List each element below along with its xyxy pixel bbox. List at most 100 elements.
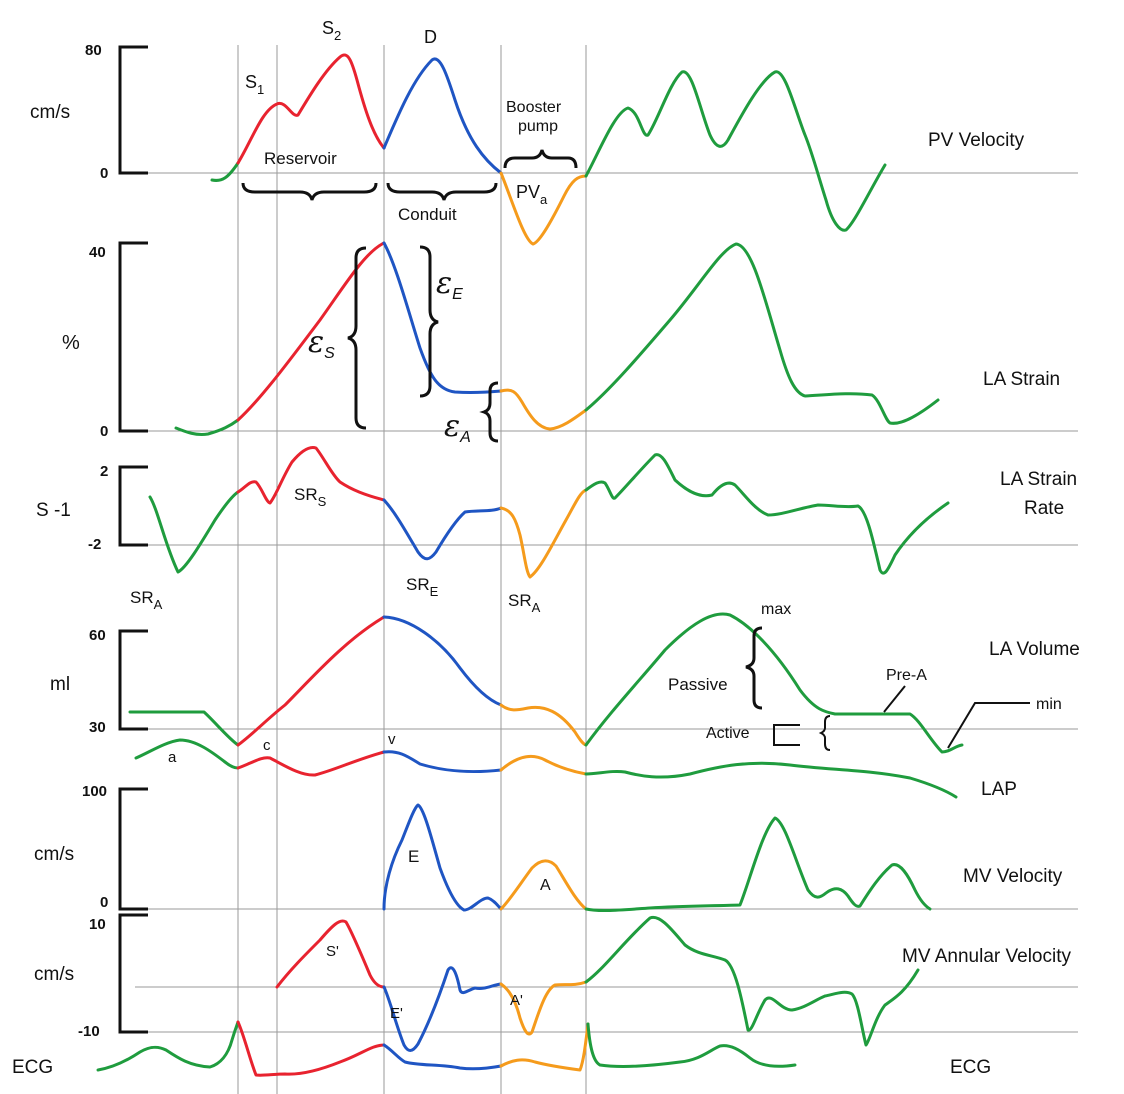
eps-e-brace <box>419 245 439 398</box>
strain-trace-reservoir <box>236 241 386 422</box>
mv-annular-title: MV Annular Velocity <box>902 946 1071 967</box>
booster-label-1: Booster <box>506 99 562 116</box>
booster-brace <box>503 149 578 169</box>
min-pointer <box>947 702 1030 749</box>
eps-a-label: εA <box>444 409 471 446</box>
pv-trace-conduit <box>382 57 503 175</box>
mv-tick-100: 100 <box>82 783 107 800</box>
mv-trace-next <box>584 816 932 913</box>
strain-rate-tick-minus2: -2 <box>88 536 101 553</box>
active-bracket <box>773 724 800 746</box>
volume-tick-60: 60 <box>89 627 106 644</box>
active-brace-small <box>818 715 831 751</box>
la-strain-rate-traces <box>148 446 950 579</box>
strain-rate-trace-conduit <box>382 498 503 561</box>
s1-label: S1 <box>245 72 264 97</box>
s-prime-label: S' <box>326 943 339 960</box>
annular-trace-a-prime <box>499 980 588 1036</box>
ecg-trace-conduit <box>382 1043 503 1071</box>
lap-trace-next <box>584 761 958 799</box>
passive-label: Passive <box>668 675 728 694</box>
pv-tick-0: 0 <box>100 165 108 182</box>
panel-titles: PV Velocity LA Strain LA Strain Rate LA … <box>902 130 1080 1078</box>
pv-velocity-title: PV Velocity <box>928 130 1025 151</box>
pre-a-label: Pre-A <box>886 667 927 684</box>
strain-tick-0: 0 <box>100 423 108 440</box>
lap-trace-conduit <box>382 750 503 774</box>
la-strain-rate-title-2: Rate <box>1024 498 1064 519</box>
mv-trace-e-wave <box>382 803 503 912</box>
ecg-trace-reservoir <box>236 1020 386 1077</box>
pv-unit: cm/s <box>30 102 70 123</box>
mv-velocity-traces <box>382 803 932 913</box>
pv-tick-80: 80 <box>85 42 102 59</box>
pva-label: PVa <box>516 182 548 207</box>
strain-trace-pre <box>174 418 240 436</box>
eps-a-brace <box>479 381 499 443</box>
la-strain-traces <box>174 241 940 436</box>
booster-label-2: pump <box>518 118 558 135</box>
ecg-left-label: ECG <box>12 1057 53 1078</box>
pv-annotations: S1 S2 D PVa Reservoir Conduit Booster pu… <box>241 18 578 224</box>
strain-rate-tick-2: 2 <box>100 463 108 480</box>
annular-trace-s-prime <box>275 919 386 989</box>
y-axes <box>118 45 148 1034</box>
lap-traces <box>134 738 958 799</box>
eps-e-label: εE <box>436 266 463 303</box>
pv-trace-booster <box>499 171 588 246</box>
volume-trace-pre <box>128 710 240 747</box>
la-volume-title: LA Volume <box>989 639 1080 660</box>
s2-label: S2 <box>322 18 341 43</box>
volume-trace-booster <box>499 703 588 747</box>
ecg-right-label: ECG <box>950 1057 991 1078</box>
conduit-brace <box>386 182 498 201</box>
annular-unit: cm/s <box>34 964 74 985</box>
reservoir-brace <box>241 182 378 201</box>
volume-annotations: max Passive Pre-A Active min <box>668 601 1062 751</box>
strain-tick-40: 40 <box>89 244 106 261</box>
la-strain-title: LA Strain <box>983 369 1060 390</box>
annular-tick-10: 10 <box>89 916 106 933</box>
lap-c-label: c <box>263 737 271 754</box>
eps-s-label: εS <box>308 325 335 362</box>
volume-trace-next <box>584 612 964 754</box>
lap-v-label: v <box>388 731 396 748</box>
strain-trace-booster <box>499 388 588 431</box>
max-label: max <box>761 601 791 618</box>
eps-s-brace <box>347 246 367 430</box>
lap-trace-pre <box>134 738 240 770</box>
ecg-trace-booster <box>499 1022 590 1072</box>
e-prime-label: E' <box>390 1005 403 1022</box>
annular-trace-next <box>584 915 920 1047</box>
strain-rate-trace-pre <box>148 490 240 574</box>
lap-trace-booster <box>499 754 588 776</box>
strain-trace-next-cycle <box>584 242 940 425</box>
annular-trace-e-prime <box>382 966 503 1052</box>
strain-rate-trace-booster <box>499 488 588 579</box>
la-strain-rate-title-1: LA Strain <box>1000 469 1077 490</box>
annular-annotations: S' E' A' <box>326 943 523 1022</box>
mv-annular-traces <box>275 915 920 1052</box>
pv-trace-reservoir <box>236 53 386 165</box>
ecg-trace-next <box>586 1022 797 1068</box>
conduit-label: Conduit <box>398 205 457 224</box>
la-volume-traces <box>128 612 964 754</box>
strain-unit: % <box>62 332 80 354</box>
ecg-trace-pre <box>96 1020 240 1072</box>
mv-annotations: E A <box>408 847 551 894</box>
pv-trace-next-cycle <box>584 70 887 232</box>
volume-tick-30: 30 <box>89 719 106 736</box>
annular-tick-minus10: -10 <box>78 1023 100 1040</box>
a-wave-label: A <box>540 877 551 894</box>
strain-rate-trace-reservoir <box>236 446 386 505</box>
pv-trace-pre <box>210 161 240 182</box>
annular-axis <box>118 913 148 1034</box>
mv-axis <box>118 787 148 911</box>
volume-trace-conduit <box>382 615 503 707</box>
volume-axis <box>118 629 148 731</box>
sre-label: SRE <box>406 575 439 599</box>
d-label: D <box>424 27 437 47</box>
strain-rate-axis <box>118 465 148 547</box>
strain-axis <box>118 241 148 433</box>
